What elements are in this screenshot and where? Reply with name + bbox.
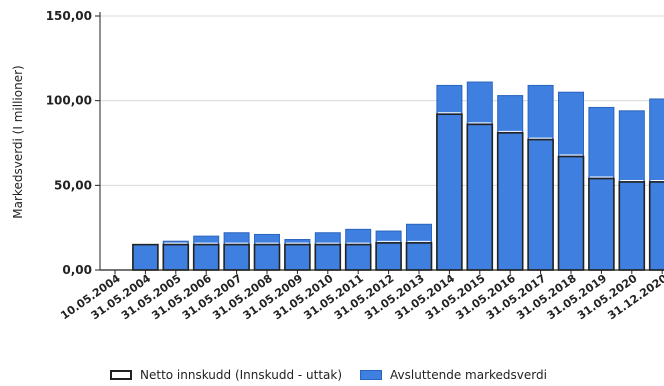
bar-markedsverdi [497,95,524,271]
legend: Netto innskudd (Innskudd - uttak) Avslut… [110,368,565,382]
legend-item-netto: Netto innskudd (Innskudd - uttak) [110,368,342,382]
bar-markedsverdi [527,84,554,271]
bar-markedsverdi [618,110,645,271]
bar-markedsverdi [162,240,189,271]
bar-markedsverdi [558,91,584,271]
y-tick-label: 100,00 [46,94,92,108]
y-axis-label: Markedsverdi (I millioner) [11,65,25,218]
bar-markedsverdi [588,106,615,271]
legend-swatch-netto [110,370,132,380]
legend-label-netto: Netto innskudd (Innskudd - uttak) [140,368,343,382]
legend-swatch-markedsverdi [360,370,383,380]
bars [132,81,664,271]
bar-markedsverdi [314,232,341,271]
y-tick-label: 150,00 [46,9,92,23]
bar-markedsverdi [375,230,402,271]
x-tick-labels: 10.05.200431.05.200431.05.200531.05.2006… [58,272,664,323]
bar-markedsverdi [254,233,280,271]
bar-markedsverdi [132,244,159,271]
bar-markedsverdi [193,235,220,271]
axes [95,12,664,274]
bar-markedsverdi [223,232,250,271]
y-tick-labels: 0,00 50,00 100,00 150,00 [46,9,92,277]
legend-item-markedsverdi: Avsluttende markedsverdi [360,368,547,382]
y-tick-label: 50,00 [54,178,92,192]
bar-markedsverdi [345,228,372,271]
legend-label-markedsverdi: Avsluttende markedsverdi [390,368,547,382]
bar-markedsverdi [436,84,463,271]
bar-markedsverdi [406,223,432,271]
bar-markedsverdi [649,98,664,271]
bar-markedsverdi [466,81,493,271]
y-tick-label: 0,00 [62,263,92,277]
